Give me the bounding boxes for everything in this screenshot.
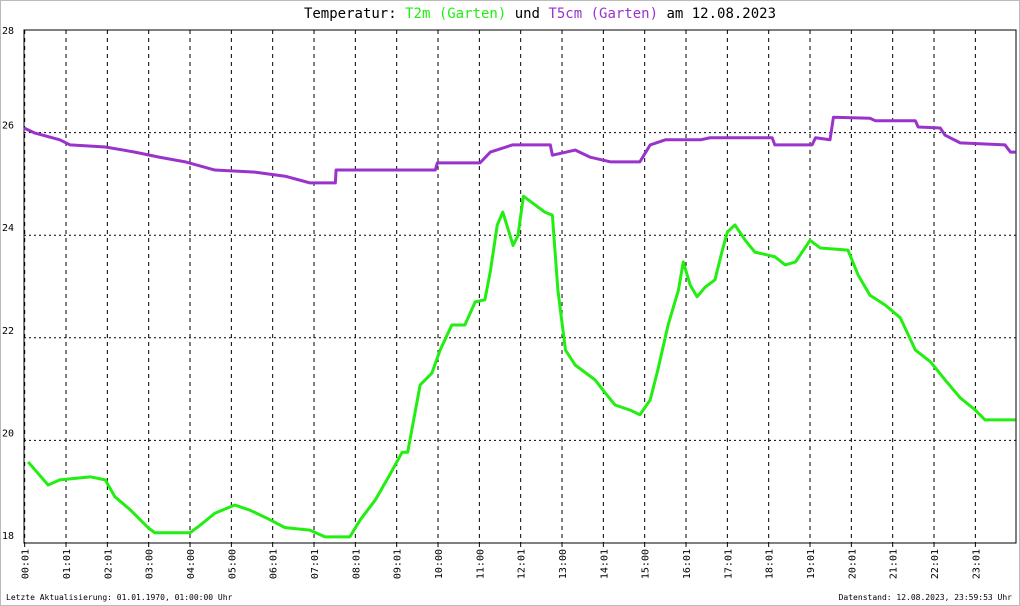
x-tick-label: 01:01 (62, 549, 73, 579)
x-tick-label: 15:00 (641, 549, 652, 579)
x-tick-label: 22:01 (930, 549, 941, 579)
title-series: T2m (Garten) (405, 6, 506, 22)
x-tick-label: 21:01 (889, 549, 900, 579)
x-tick-label: 14:01 (599, 549, 610, 579)
x-tick-label: 13:00 (558, 549, 569, 579)
x-tick-label: 16:01 (682, 549, 693, 579)
x-tick-label: 06:01 (269, 549, 280, 579)
series-line (26, 194, 1016, 539)
footer-right: Datenstand: 12.08.2023, 23:59:53 Uhr (839, 593, 1013, 602)
x-tick-label: 20:01 (847, 549, 858, 579)
y-tick-label: 26 (2, 121, 14, 132)
y-tick-label: 24 (2, 223, 14, 234)
y-tick-label: 22 (2, 326, 14, 337)
x-tick-label: 05:00 (227, 549, 238, 579)
y-tick-label: 18 (2, 531, 14, 542)
title-joiner: und (515, 6, 540, 22)
title-series: T5cm (Garten) (548, 6, 658, 22)
x-tick-label: 09:01 (393, 549, 404, 579)
series-line (23, 115, 1016, 185)
footer-left: Letzte Aktualisierung: 01.01.1970, 01:00… (6, 593, 233, 602)
x-tick-label: 03:00 (145, 549, 156, 579)
plot-border (23, 29, 1017, 544)
x-tick-label: 12:01 (517, 549, 528, 579)
y-tick-label: 28 (2, 26, 14, 37)
y-tick-label: 20 (2, 428, 14, 439)
x-tick-label: 23:01 (971, 549, 982, 579)
plot-area (24, 30, 1016, 543)
x-tick-label: 17:01 (723, 549, 734, 579)
title-prefix: Temperatur: (304, 6, 397, 22)
x-tick-label: 08:01 (351, 549, 362, 579)
chart-title: Temperatur: T2m (Garten) und T5cm (Garte… (304, 6, 776, 22)
x-tick-label: 02:01 (103, 549, 114, 579)
x-tick-label: 07:01 (310, 549, 321, 579)
x-tick-label: 18:01 (765, 549, 776, 579)
x-tick-label: 10:00 (434, 549, 445, 579)
x-tick-label: 19:01 (806, 549, 817, 579)
x-tick-label: 11:00 (475, 549, 486, 579)
title-suffix: am 12.08.2023 (666, 6, 776, 22)
x-tick-label: 04:00 (186, 549, 197, 579)
x-tick-label: 00:01 (21, 549, 32, 579)
